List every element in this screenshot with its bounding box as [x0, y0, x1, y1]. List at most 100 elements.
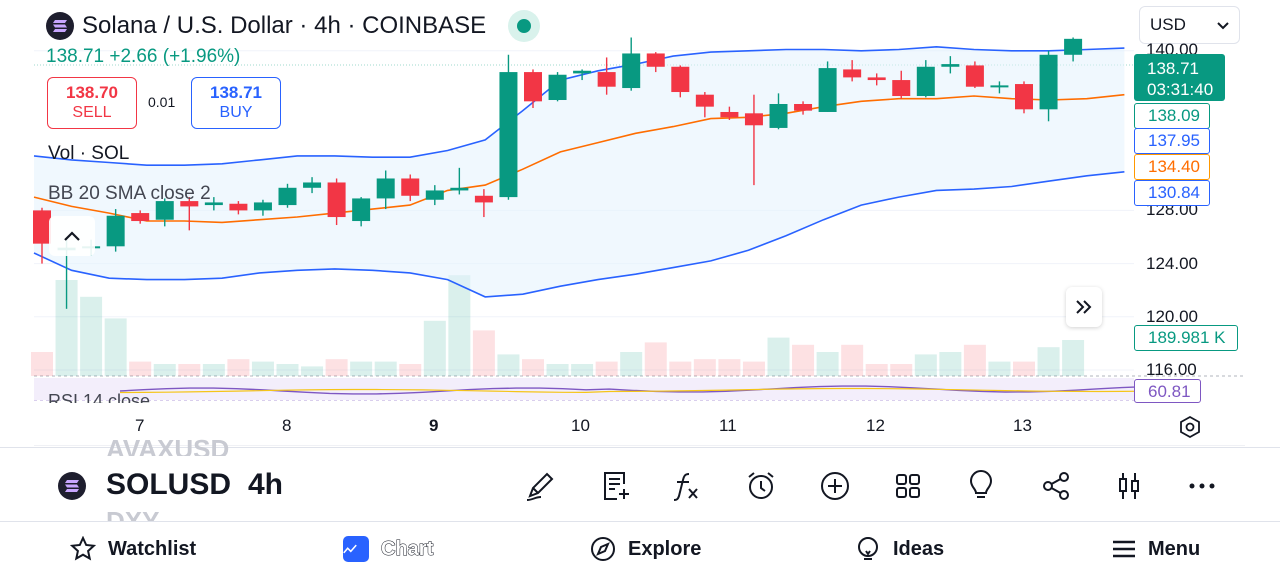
alarm-clock-icon [748, 472, 774, 499]
volume-legend[interactable]: Vol · SOL [48, 143, 130, 164]
volume-bars [31, 275, 1085, 376]
nav-ideas-label: Ideas [893, 537, 945, 560]
compass-icon [591, 537, 615, 561]
market-open-icon[interactable] [508, 10, 541, 42]
drawing-tool-button[interactable] [520, 466, 560, 506]
volume-bar [792, 344, 815, 376]
nav-menu[interactable]: Menu [1112, 534, 1200, 564]
candle [352, 197, 371, 227]
time-label: 8 [282, 416, 292, 435]
lightbulb-icon [858, 537, 878, 560]
price-change: 138.71 +2.66 (+1.96%) [46, 46, 241, 67]
previous-symbol: AVAXUSD [106, 434, 230, 456]
bb-upper-tag: 137.95 [1134, 128, 1210, 154]
candles [33, 37, 1083, 309]
time-label: 10 [571, 416, 590, 435]
bb-basis-tag: 134.40 [1134, 154, 1210, 180]
chart-type-button[interactable] [1109, 466, 1149, 506]
volume-bar [178, 364, 201, 376]
candle [327, 178, 346, 226]
candle [720, 106, 739, 120]
note-add-icon [604, 472, 629, 500]
volume-bar [546, 364, 569, 376]
volume-bar [988, 361, 1011, 376]
alert-button[interactable] [741, 466, 781, 506]
rsi-signal-line [119, 387, 1146, 394]
sell-button[interactable]: 138.70 SELL [47, 77, 137, 129]
hexagon-settings-icon [1180, 415, 1200, 439]
nav-explore[interactable]: Explore [590, 534, 701, 564]
ideas-button[interactable] [961, 466, 1001, 506]
candle [253, 199, 272, 216]
currency-value: USD [1150, 15, 1186, 34]
symbol-toolbar: AVAXUSD 1h SOLUSD 4h DXY 1D [0, 434, 1280, 522]
timeframe-selector[interactable]: 4h [248, 468, 284, 501]
candle [303, 177, 322, 194]
price-tag: 138.09 [1134, 103, 1210, 129]
candle [597, 57, 616, 95]
candle [1015, 81, 1033, 114]
volume-bar [153, 364, 176, 376]
price-chart[interactable] [0, 0, 1280, 446]
bar-countdown: 03:31:40 [1147, 80, 1214, 99]
rsi-legend[interactable]: RSI 14 close [48, 391, 151, 403]
collapse-legend-button[interactable] [49, 216, 95, 256]
pen-icon [526, 472, 554, 501]
volume-bar [1062, 340, 1085, 376]
candle [818, 61, 837, 112]
rsi-line [119, 385, 1146, 395]
solana-logo-icon [58, 472, 86, 500]
time-label: 12 [866, 416, 885, 435]
candle [33, 207, 51, 264]
volume-bar [865, 364, 888, 376]
volume-bar [448, 275, 471, 376]
volume-bar [644, 342, 667, 376]
candlestick-icon [1119, 473, 1139, 499]
volume-bar [80, 296, 103, 376]
layout-button[interactable] [888, 466, 928, 506]
candle [474, 189, 493, 218]
candle [892, 70, 911, 99]
last-price: 138.71 [1147, 59, 1199, 78]
candle [573, 69, 592, 81]
indicators-button[interactable] [666, 466, 706, 506]
volume-bar [301, 366, 324, 376]
candle [401, 174, 420, 202]
candle [769, 93, 788, 130]
nav-ideas[interactable]: Ideas [855, 534, 944, 564]
solana-logo-icon [46, 12, 74, 40]
volume-bar [325, 359, 348, 376]
chart-settings-button[interactable] [1177, 414, 1203, 440]
symbol-header[interactable]: Solana / U.S. Dollar · 4h · COINBASE [46, 8, 541, 44]
volume-bar [1013, 361, 1035, 376]
volume-bar [939, 352, 962, 376]
share-button[interactable] [1036, 466, 1076, 506]
nav-watchlist[interactable]: Watchlist [70, 534, 196, 564]
ticker-symbol[interactable]: SOLUSD [106, 468, 232, 501]
buy-button[interactable]: 138.71 BUY [191, 77, 281, 129]
volume-bar [251, 361, 274, 376]
nav-chart[interactable]: Chart [343, 534, 434, 564]
more-button[interactable] [1182, 466, 1222, 506]
volume-bar [767, 337, 790, 376]
bb-lower-tag: 130.84 [1134, 180, 1210, 206]
symbol-picker-previous[interactable]: AVAXUSD 1h [106, 434, 229, 456]
volume-bar [718, 359, 741, 376]
candle [131, 210, 150, 224]
candle [916, 60, 935, 98]
candle [548, 72, 567, 102]
symbol-picker-next[interactable]: DXY 1D [106, 506, 159, 522]
compare-symbol-button[interactable] [815, 466, 855, 506]
currency-select[interactable]: USD [1139, 6, 1240, 44]
candle [376, 170, 395, 210]
candle [278, 183, 297, 208]
scroll-to-realtime-button[interactable] [1066, 287, 1102, 327]
double-chevron-right-icon [1076, 300, 1092, 314]
candle [155, 198, 174, 227]
candle [744, 94, 763, 186]
buy-label: BUY [219, 104, 253, 121]
function-icon [673, 473, 698, 501]
bollinger-legend[interactable]: BB 20 SMA close 2 [48, 183, 211, 204]
volume-bar [497, 354, 520, 376]
add-note-button[interactable] [596, 466, 636, 506]
